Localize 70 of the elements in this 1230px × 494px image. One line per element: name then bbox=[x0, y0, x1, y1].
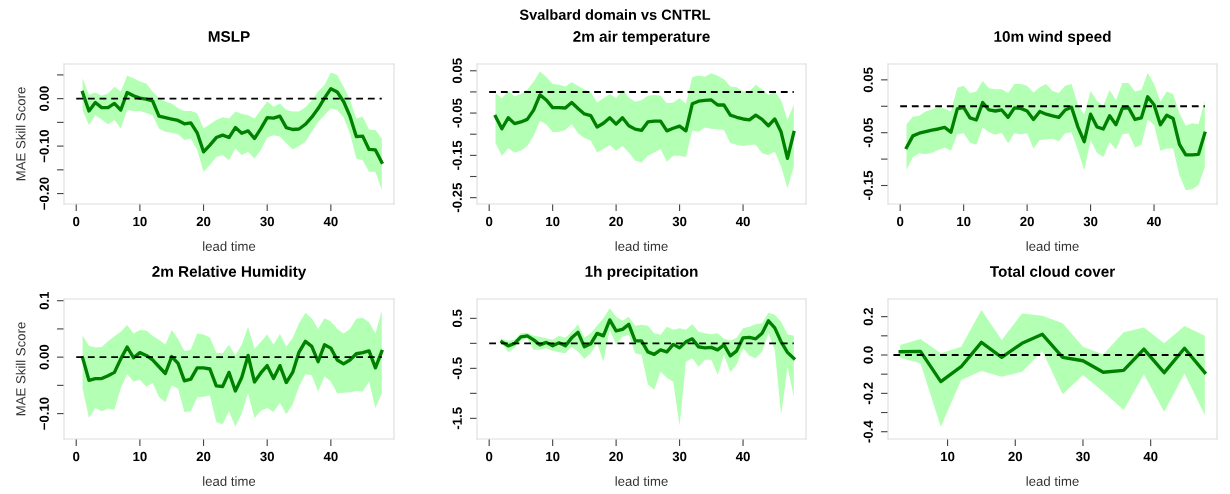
y-tick-label: -1.5 bbox=[452, 407, 462, 430]
x-tick-label: 20 bbox=[609, 451, 623, 462]
y-tick-label: -0.15 bbox=[452, 140, 462, 170]
x-tick-label: 10 bbox=[133, 451, 147, 462]
x-tick-label: 0 bbox=[486, 451, 493, 462]
x-axis-title: lead time bbox=[203, 241, 256, 251]
x-tick-label: 20 bbox=[1020, 216, 1034, 227]
chart-title: 2m Relative Humidity bbox=[152, 265, 307, 280]
y-tick-label: -0.4 bbox=[863, 420, 873, 443]
line-series bbox=[898, 332, 1207, 384]
y-tick-label: -0.05 bbox=[452, 98, 462, 128]
x-tick-label: 10 bbox=[546, 451, 560, 462]
y-tick-label: 0.1 bbox=[39, 291, 49, 310]
x-tick-label: 30 bbox=[260, 216, 274, 227]
x-axis-title: lead time bbox=[1026, 241, 1079, 251]
x-tick-label: 40 bbox=[735, 451, 750, 462]
x-tick-label: 10 bbox=[133, 216, 147, 227]
y-tick-label: −0.20 bbox=[39, 177, 49, 210]
y-tick-label: -0.15 bbox=[863, 170, 873, 201]
chart-title: 10m wind speed bbox=[994, 30, 1111, 45]
line-series bbox=[500, 318, 796, 361]
y-axis-title: MAE Skill Score bbox=[15, 87, 26, 181]
y-tick-label: 0.00 bbox=[39, 86, 49, 111]
chart-title: 1h precipitation bbox=[585, 265, 698, 280]
x-tick-label: 0 bbox=[897, 216, 904, 227]
x-tick-label: 10 bbox=[941, 451, 955, 462]
chart-title: Total cloud cover bbox=[990, 265, 1115, 277]
y-tick-label: −0.10 bbox=[39, 397, 49, 430]
x-tick-label: 10 bbox=[546, 216, 560, 227]
x-axis-title: lead time bbox=[615, 476, 668, 486]
y-tick-label: -0.5 bbox=[452, 357, 462, 380]
x-tick-label: 0 bbox=[73, 451, 80, 462]
x-tick-label: 30 bbox=[672, 216, 687, 227]
x-tick-label: 40 bbox=[1143, 451, 1158, 462]
x-tick-label: 10 bbox=[957, 216, 971, 227]
line-series bbox=[80, 87, 384, 164]
x-tick-label: 30 bbox=[1083, 216, 1098, 227]
x-tick-label: 40 bbox=[323, 451, 338, 462]
y-axis-title: MAE Skill Score bbox=[15, 322, 26, 416]
y-tick-label: 0.05 bbox=[863, 67, 873, 93]
x-tick-label: 20 bbox=[609, 216, 623, 227]
x-axis-title: lead time bbox=[1026, 476, 1079, 486]
y-tick-label: 0.00 bbox=[39, 344, 49, 370]
y-tick-label: 0.0 bbox=[863, 346, 873, 364]
x-tick-label: 0 bbox=[73, 216, 80, 227]
x-tick-label: 30 bbox=[1075, 451, 1090, 462]
line-series bbox=[904, 95, 1207, 157]
x-tick-label: 20 bbox=[1008, 451, 1023, 462]
x-tick-label: 30 bbox=[260, 451, 274, 462]
line-series bbox=[493, 93, 796, 160]
line-series bbox=[80, 339, 384, 393]
x-tick-label: 0 bbox=[486, 216, 493, 227]
y-tick-label: 0.2 bbox=[863, 308, 873, 326]
y-tick-label: −0.10 bbox=[39, 129, 49, 163]
chart-title: MSLP bbox=[208, 31, 250, 42]
x-tick-label: 20 bbox=[196, 216, 211, 227]
text: Svalbard domain vs CNTRL bbox=[519, 9, 711, 20]
y-tick-label: 0.5 bbox=[452, 309, 462, 327]
x-tick-label: 40 bbox=[735, 216, 750, 227]
x-axis-title: lead time bbox=[615, 241, 668, 251]
y-tick-label: -0.25 bbox=[452, 182, 462, 213]
chart-title: 2m air temperature bbox=[573, 30, 710, 45]
x-tick-label: 40 bbox=[1146, 216, 1161, 227]
y-tick-label: 0.05 bbox=[452, 58, 462, 84]
x-tick-label: 20 bbox=[196, 451, 211, 462]
x-axis-title: lead time bbox=[203, 476, 256, 486]
y-tick-label: -0.05 bbox=[863, 118, 873, 148]
x-tick-label: 40 bbox=[323, 216, 338, 227]
y-tick-label: -0.2 bbox=[863, 382, 873, 405]
x-tick-label: 30 bbox=[672, 451, 687, 462]
